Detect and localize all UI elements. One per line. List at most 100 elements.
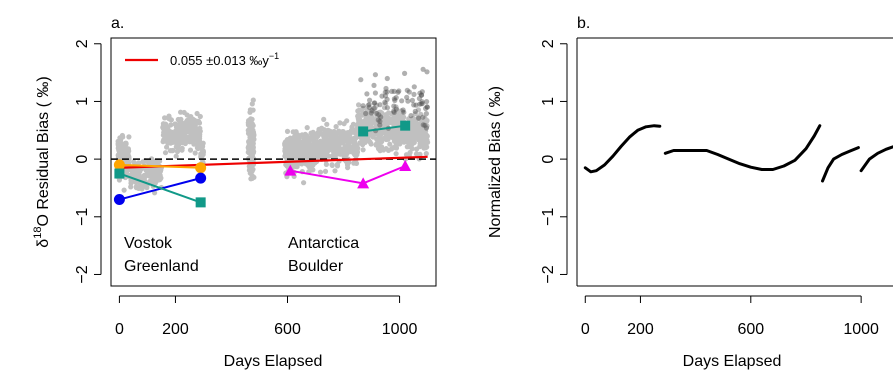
measurement-point-dark [391, 88, 397, 94]
measurement-point [301, 180, 307, 186]
measurement-point [418, 120, 424, 126]
measurement-point [141, 173, 147, 179]
measurement-point-dark [405, 98, 411, 104]
measurement-point [392, 134, 398, 140]
vostok-point [113, 159, 125, 171]
legend-boulder: Boulder [288, 258, 344, 275]
measurement-point [298, 145, 304, 151]
vostok-point [195, 162, 207, 174]
measurement-point [423, 125, 429, 131]
measurement-point-dark [382, 99, 388, 105]
panel-b-y-axis-label: Normalized Bias ( ‰) [487, 86, 504, 238]
measurement-point-dark [364, 91, 370, 97]
measurement-point [409, 133, 415, 139]
boulder-point [400, 120, 411, 131]
panel-b: b. 0 200 600 1000 −2 −1 0 1 2 Days Elapsed Norm… [487, 15, 893, 370]
measurement-point [355, 122, 361, 128]
measurement-point [173, 153, 179, 159]
measurement-point [126, 134, 132, 140]
measurement-point [282, 146, 288, 152]
measurement-point-dark [393, 95, 399, 101]
measurement-point [194, 110, 200, 117]
measurement-point-dark [424, 99, 430, 105]
y-tick-label: 2 [74, 39, 91, 48]
measurement-point [155, 159, 161, 165]
measurement-point [291, 151, 297, 157]
panel-a-plot-frame [110, 37, 437, 287]
y-tick-label: 1 [74, 97, 91, 106]
measurement-point-dark [382, 93, 389, 99]
measurement-point [166, 113, 172, 119]
measurement-point [417, 151, 423, 157]
x-tick-label: 0 [115, 321, 124, 338]
measurement-point-dark [393, 106, 399, 112]
trend-legend-label: 0.055 ±0.013 ‰y−1 [170, 51, 279, 68]
measurement-point [295, 132, 301, 138]
panel-b-x-axis: 0 200 600 1000 [581, 295, 879, 338]
measurement-point [322, 168, 329, 174]
x-tick-label: 600 [274, 321, 301, 338]
measurement-point-dark [366, 104, 372, 110]
measurement-point-dark [411, 84, 417, 90]
measurement-point [116, 153, 122, 159]
measurement-point [163, 123, 169, 129]
greenland-point [195, 172, 207, 184]
measurement-point-dark [424, 104, 430, 110]
panel-a: a. 0 200 600 1000 −2 −1 0 1 2 0.055 ±0.013 ‰y−1… [32, 15, 437, 370]
measurement-point [247, 164, 253, 170]
measurement-point-dark [377, 122, 383, 128]
y-tick-label: −1 [540, 208, 557, 226]
measurement-point-dark [399, 98, 405, 104]
measurement-point [144, 168, 150, 174]
panel-a-y-axis: −2 −1 0 1 2 [74, 39, 102, 284]
measurement-point [346, 130, 352, 137]
vostok-line [119, 163, 201, 169]
measurement-point-dark [392, 97, 398, 104]
y-tick-label: −1 [74, 208, 91, 226]
measurement-point [197, 128, 203, 134]
measurement-point-dark [401, 109, 407, 115]
boulder-point [358, 126, 369, 137]
measurement-point-dark [420, 114, 426, 120]
measurement-point [329, 162, 335, 168]
measurement-point [350, 121, 356, 127]
measurement-point-dark [371, 105, 377, 111]
measurement-point [247, 137, 253, 143]
measurement-point-dark [406, 89, 412, 95]
measurement-point [120, 134, 126, 140]
measurement-point [351, 139, 357, 145]
panel-b-x-axis-label: Days Elapsed [683, 353, 782, 370]
measurement-point [390, 145, 396, 151]
bias-curve-2 [663, 124, 822, 171]
measurement-point [181, 121, 187, 127]
measurement-point [423, 143, 429, 149]
measurement-point [138, 183, 144, 189]
measurement-point [336, 129, 342, 135]
measurement-point [323, 161, 329, 167]
measurement-point [185, 125, 191, 131]
measurement-point-dark [375, 117, 381, 123]
measurement-point [286, 146, 292, 152]
measurement-point [412, 111, 418, 117]
measurement-point [245, 127, 252, 133]
measurement-point [383, 131, 389, 137]
measurement-point [167, 148, 173, 154]
measurement-point [308, 167, 314, 173]
measurement-point [189, 138, 195, 144]
measurement-point [168, 122, 174, 128]
measurement-point [414, 146, 420, 152]
measurement-point [398, 108, 404, 114]
measurement-point [283, 151, 289, 157]
measurement-point [295, 161, 301, 167]
legend-vostok: Vostok [124, 235, 173, 252]
measurement-point [403, 152, 410, 158]
measurement-point [360, 147, 366, 153]
x-tick-label: 0 [581, 321, 590, 338]
measurement-point [167, 129, 173, 136]
measurement-point [326, 131, 332, 137]
measurement-point-dark [418, 92, 425, 98]
measurement-point [342, 144, 348, 150]
legend-greenland: Greenland [124, 258, 199, 275]
measurement-point [194, 145, 200, 151]
measurement-point-dark [383, 85, 389, 92]
